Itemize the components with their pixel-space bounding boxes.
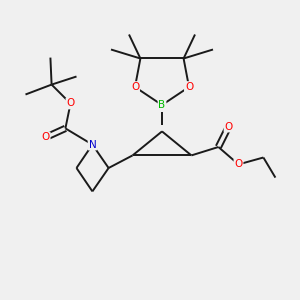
Text: N: N (88, 140, 96, 150)
Text: O: O (66, 98, 75, 109)
Text: O: O (224, 122, 233, 132)
Text: O: O (131, 82, 139, 92)
Text: O: O (185, 82, 193, 92)
Text: O: O (41, 132, 50, 142)
Text: O: O (234, 159, 243, 170)
Text: B: B (158, 100, 166, 110)
